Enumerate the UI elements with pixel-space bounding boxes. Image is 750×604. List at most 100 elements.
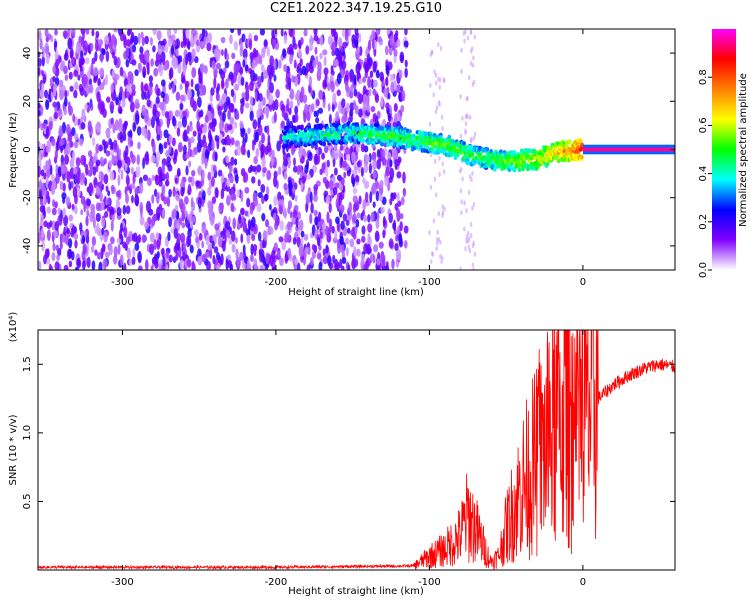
faint-speckle: [429, 82, 432, 88]
noise-speckle: [252, 244, 258, 252]
noise-speckle: [197, 255, 203, 266]
noise-speckle: [327, 82, 331, 92]
noise-speckle: [371, 78, 374, 90]
noise-speckle: [46, 206, 51, 214]
noise-speckle: [282, 48, 287, 58]
noise-speckle: [119, 222, 123, 233]
noise-speckle: [225, 258, 229, 270]
noise-speckle: [240, 233, 244, 244]
noise-speckle: [309, 65, 314, 74]
noise-speckle: [174, 149, 178, 157]
faint-speckle: [437, 237, 441, 243]
noise-speckle: [90, 102, 94, 112]
noise-speckle: [353, 258, 359, 268]
snr-panel: -300 -200 -100 0 0.5 1.0 1.5 Height of straig…: [8, 312, 676, 597]
noise-speckle: [128, 29, 133, 35]
noise-speckle: [88, 84, 94, 94]
noise-speckle: [367, 39, 372, 52]
noise-speckle: [286, 229, 290, 238]
noise-speckle: [242, 244, 246, 255]
noise-speckle: [182, 144, 187, 155]
noise-speckle: [357, 108, 363, 118]
noise-speckle: [220, 188, 225, 200]
noise-speckle: [206, 42, 212, 52]
noise-speckle: [230, 137, 235, 146]
noise-speckle: [72, 186, 78, 198]
noise-speckle: [220, 36, 226, 44]
noise-speckle: [138, 62, 142, 74]
noise-speckle: [98, 144, 103, 152]
faint-speckle: [437, 100, 441, 106]
noise-speckle: [180, 40, 184, 49]
faint-speckle: [437, 211, 440, 217]
noise-speckle: [46, 169, 51, 179]
noise-speckle: [313, 183, 319, 191]
noise-speckle: [223, 101, 228, 113]
noise-speckle: [59, 180, 64, 191]
noise-speckle: [245, 228, 249, 236]
noise-speckle: [215, 252, 220, 261]
noise-speckle: [191, 149, 195, 158]
noise-speckle: [230, 29, 235, 34]
noise-speckle: [402, 189, 406, 198]
noise-speckle: [389, 197, 393, 206]
noise-speckle: [334, 230, 338, 241]
noise-speckle: [173, 228, 179, 239]
noise-speckle: [125, 58, 130, 68]
noise-speckle: [50, 173, 55, 183]
noise-speckle: [313, 29, 318, 36]
noise-speckle: [117, 123, 123, 132]
faint-speckle: [473, 131, 477, 137]
noise-speckle: [205, 234, 210, 246]
noise-speckle: [384, 175, 389, 187]
noise-speckle: [195, 39, 200, 47]
noise-speckle: [350, 84, 354, 93]
signal-blob: [389, 141, 394, 147]
noise-speckle: [91, 57, 96, 65]
noise-speckle: [280, 120, 286, 130]
signal-blob: [580, 154, 584, 160]
noise-speckle: [221, 241, 226, 252]
noise-speckle: [344, 32, 348, 41]
noise-speckle: [365, 257, 371, 267]
noise-speckle: [310, 88, 313, 97]
noise-speckle: [64, 154, 70, 165]
faint-speckle: [469, 221, 473, 227]
noise-speckle: [286, 98, 290, 109]
noise-speckle: [235, 248, 239, 260]
noise-speckle: [340, 244, 345, 254]
noise-speckle: [133, 35, 139, 46]
noise-speckle: [68, 71, 73, 80]
noise-speckle: [192, 130, 197, 137]
spectrogram-x-axis: -300 -200 -100 0: [111, 29, 586, 288]
noise-speckle: [117, 243, 121, 255]
noise-speckle: [359, 46, 363, 57]
noise-speckle: [137, 250, 142, 263]
noise-speckle: [208, 200, 212, 211]
noise-speckle: [144, 154, 150, 166]
noise-speckle: [111, 69, 116, 78]
noise-speckle: [285, 70, 291, 80]
faint-speckle: [465, 208, 468, 214]
noise-speckle: [404, 29, 408, 36]
noise-speckle: [199, 63, 205, 74]
noise-speckle: [124, 163, 128, 172]
noise-speckle: [199, 41, 205, 48]
noise-speckle: [190, 136, 195, 144]
noise-speckle: [375, 190, 380, 202]
noise-speckle: [64, 74, 69, 82]
noise-speckle: [115, 73, 120, 81]
noise-speckle: [395, 208, 401, 219]
noise-speckle: [85, 29, 90, 35]
noise-speckle: [268, 204, 272, 211]
noise-speckle: [252, 47, 257, 58]
faint-speckle: [433, 69, 436, 75]
noise-speckle: [197, 248, 202, 258]
noise-speckle: [141, 104, 147, 116]
noise-speckle: [269, 82, 274, 94]
noise-speckle: [126, 38, 131, 47]
noise-speckle: [328, 113, 332, 125]
colorbar-ticks: 0.0 0.2 0.4 0.6 0.8: [698, 69, 712, 278]
noise-speckle: [356, 160, 361, 168]
noise-speckle: [341, 98, 346, 109]
